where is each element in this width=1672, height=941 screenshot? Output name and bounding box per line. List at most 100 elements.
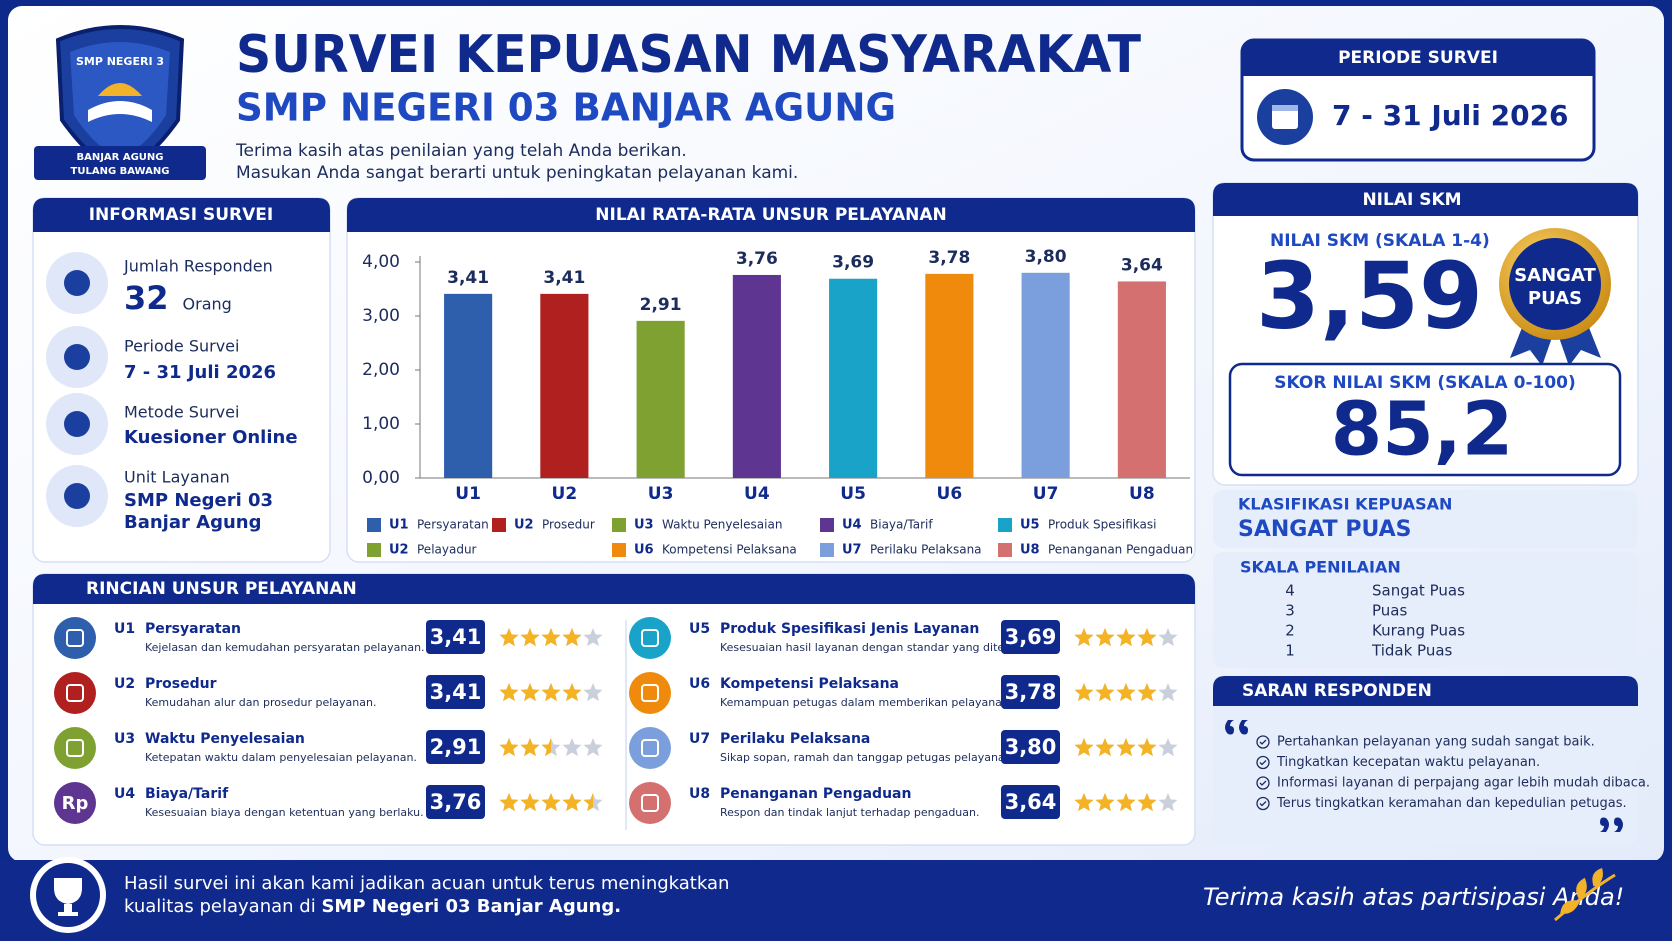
star <box>520 683 540 702</box>
y-tick-label: 4,00 <box>362 252 400 272</box>
legend-name: Persyaratan <box>417 518 489 532</box>
quote-close <box>1600 817 1623 832</box>
legend-code: U2 <box>389 543 409 558</box>
score-box <box>1001 785 1060 819</box>
detail-description: Ketepatan waktu dalam penyelesaian pelay… <box>145 751 417 764</box>
badge-text: PUAS <box>1528 288 1582 309</box>
detail-code: U4 <box>114 786 135 802</box>
suggestion-list: Pertahankan pelayanan yang sudah sangat … <box>1256 735 1650 811</box>
period-title: PERIODE SURVEI <box>1338 48 1498 68</box>
detail-icon <box>54 782 96 824</box>
value-label: 3,76 <box>736 249 778 269</box>
star <box>1116 738 1136 757</box>
detail-score: 3,64 <box>1005 790 1057 814</box>
y-tick-label: 1,00 <box>362 414 400 434</box>
check-icon <box>1256 796 1270 811</box>
value-label: 3,80 <box>1025 247 1067 267</box>
legend-swatch <box>492 518 506 532</box>
legend-swatch <box>998 518 1012 532</box>
star <box>520 793 540 812</box>
subtitle: SMP NEGERI 03 BANJAR AGUNG <box>236 86 896 130</box>
footer <box>0 860 1672 941</box>
star-empty <box>1158 683 1178 702</box>
badge-text: SANGAT <box>1514 265 1596 286</box>
x-tick-label: U5 <box>840 484 866 504</box>
info-unit: Orang <box>183 295 232 314</box>
detail-name: Produk Spesifikasi Jenis Layanan <box>720 621 979 637</box>
value-label: 2,91 <box>640 295 682 315</box>
star <box>499 628 519 647</box>
info-icon-dot <box>64 270 90 296</box>
score-box <box>426 730 485 764</box>
detail-description: Kemampuan petugas dalam memberikan pelay… <box>720 696 1012 709</box>
detail-icon <box>629 617 671 659</box>
info-value: 32 <box>124 279 169 317</box>
detail-icon <box>54 617 96 659</box>
footer-message: Hasil survei ini akan kami jadikan acuan… <box>124 873 729 894</box>
score-box <box>426 785 485 819</box>
rating-label: Kurang Puas <box>1372 622 1465 640</box>
star <box>1095 683 1115 702</box>
legend-name: Biaya/Tarif <box>870 518 933 532</box>
footer-highlight: SMP Negeri 03 Banjar Agung. <box>321 896 621 917</box>
star <box>499 793 519 812</box>
check-mark <box>1259 801 1267 807</box>
star <box>1116 793 1136 812</box>
info-label: Jumlah Responden <box>123 257 273 276</box>
rating-label: Puas <box>1372 602 1407 620</box>
bar <box>444 293 493 478</box>
info-items: Jumlah Responden 32 Orang Periode Survei 7 -… <box>46 252 298 533</box>
bar <box>1117 281 1166 478</box>
detail-score: 2,91 <box>430 735 482 759</box>
quote-open <box>1225 720 1248 735</box>
detail-score: 3,78 <box>1005 680 1057 704</box>
rating-label: Tidak Puas <box>1371 642 1453 660</box>
star-empty <box>583 628 603 647</box>
detail-icon-glyph <box>66 739 84 757</box>
legend-code: U8 <box>1020 543 1040 558</box>
detail-score: 3,80 <box>1005 735 1057 759</box>
bar <box>829 278 878 478</box>
star <box>1137 628 1157 647</box>
info-value: SMP Negeri 03 <box>124 490 273 511</box>
legend-swatch <box>367 543 381 557</box>
value-label: 3,78 <box>928 248 970 268</box>
star-empty <box>583 683 603 702</box>
legend-swatch <box>612 518 626 532</box>
x-tick-label: U3 <box>648 484 674 504</box>
star-empty <box>1158 738 1178 757</box>
star <box>499 738 519 757</box>
info-header <box>33 198 330 232</box>
info-value: 7 - 31 Juli 2026 <box>124 362 276 383</box>
star <box>541 683 561 702</box>
legend-name: Produk Spesifikasi <box>1048 518 1156 532</box>
score-box <box>1001 620 1060 654</box>
bar <box>732 274 781 478</box>
info-value: Kuesioner Online <box>124 427 298 448</box>
skm-title: NILAI SKM <box>1362 190 1461 210</box>
legend-code: U3 <box>634 518 654 533</box>
chart-title: NILAI RATA-RATA UNSUR PELAYANAN <box>595 205 946 225</box>
score-box <box>426 620 485 654</box>
value-label: 3,41 <box>543 268 585 288</box>
x-tick-label: U2 <box>552 484 578 504</box>
check-mark <box>1259 780 1267 786</box>
score-box <box>1001 730 1060 764</box>
star <box>520 628 540 647</box>
star <box>1095 628 1115 647</box>
score-box <box>1228 362 1622 477</box>
check-icon <box>1256 776 1270 790</box>
star <box>562 628 582 647</box>
star <box>541 793 561 812</box>
rating-score: 1 <box>1285 642 1295 660</box>
value-label: 3,69 <box>832 253 874 273</box>
logo-bottom: BANJAR AGUNG <box>76 152 163 163</box>
detail-description: Kejelasan dan kemudahan persyaratan pela… <box>145 641 425 654</box>
detail-score: 3,41 <box>430 625 482 649</box>
check-icon <box>1256 755 1270 770</box>
star <box>1116 628 1136 647</box>
detail-description: Respon dan tindak lanjut terhadap pengad… <box>720 806 980 819</box>
detail-description: Kesesuaian biaya dengan ketentuan yang b… <box>145 806 424 819</box>
footer-message: kualitas pelayanan di SMP Negeri 03 Banj… <box>124 896 621 917</box>
